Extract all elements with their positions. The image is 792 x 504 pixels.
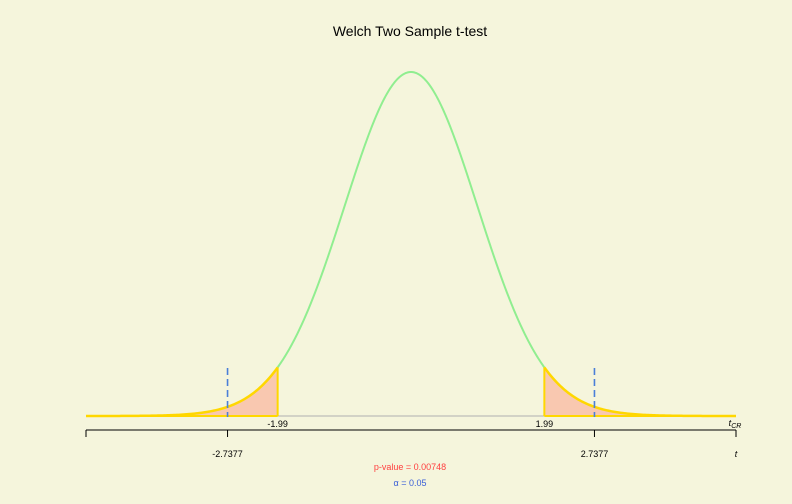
alpha-label: α = 0.05: [394, 478, 427, 488]
left-rejection-area: [86, 367, 278, 416]
t-axis-label: t: [735, 449, 738, 459]
tcr-axis-label: tCR: [729, 418, 742, 430]
right-statistic-label: 2.7377: [581, 449, 609, 459]
left-statistic-label: -2.7377: [212, 449, 243, 459]
chart-title: Welch Two Sample t-test: [333, 23, 487, 39]
right-critical-label: 1.99: [536, 419, 554, 429]
center-density-curve: [276, 70, 546, 368]
p-value-label: p-value = 0.00748: [374, 462, 446, 472]
left-critical-label: -1.99: [267, 419, 288, 429]
right-rejection-area: [544, 367, 736, 416]
